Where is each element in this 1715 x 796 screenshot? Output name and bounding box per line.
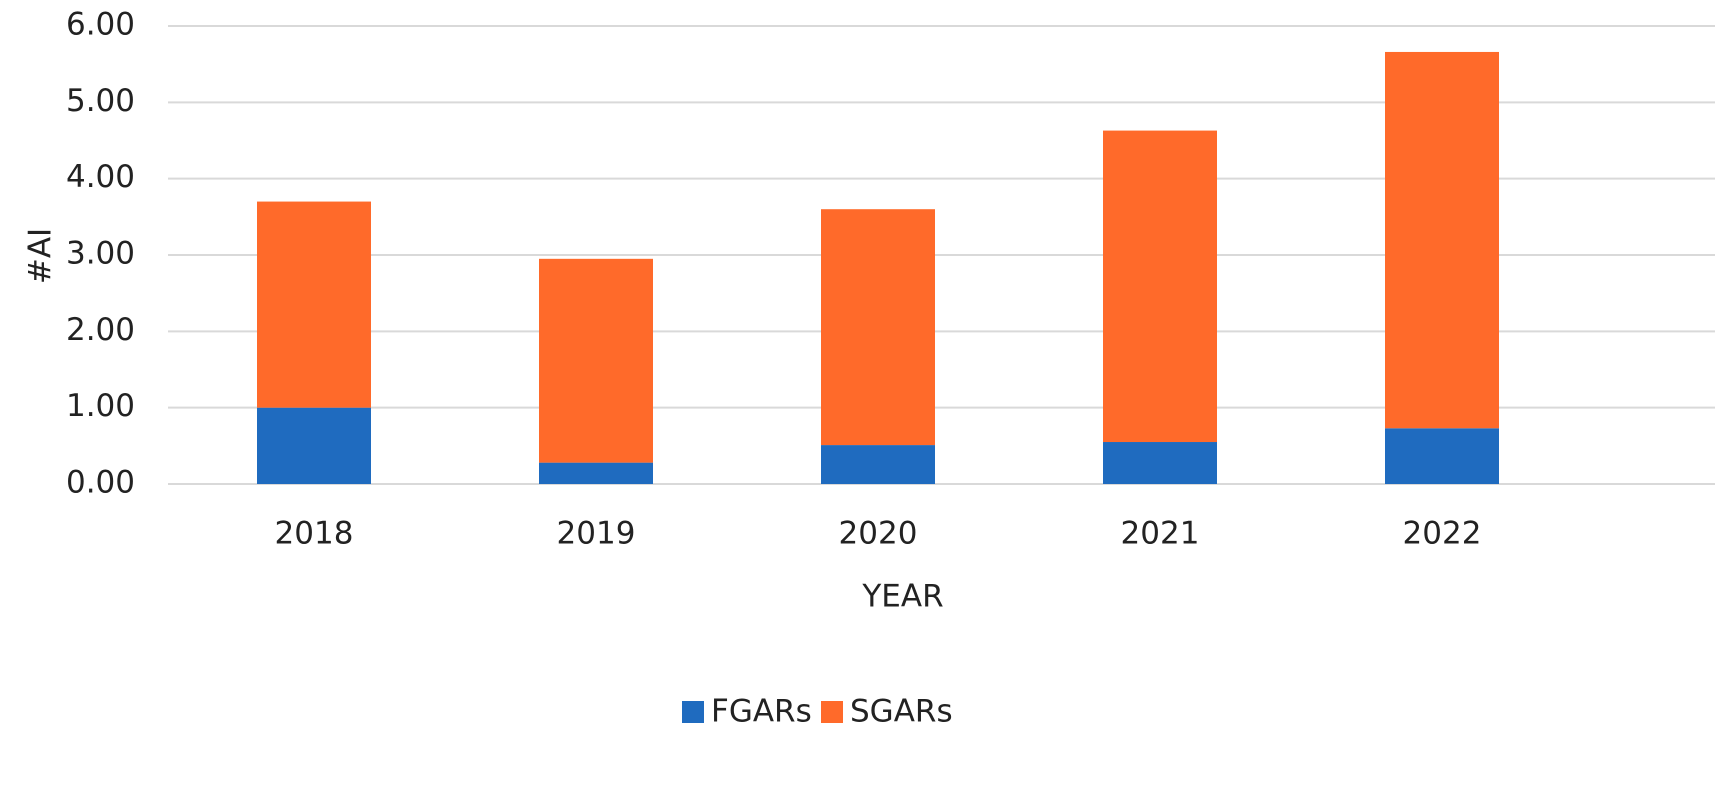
y-tick-label: 6.00 — [66, 7, 135, 43]
x-tick-label: 2020 — [839, 516, 918, 552]
y-tick-label: 5.00 — [66, 83, 135, 119]
legend-label: FGARs — [711, 694, 812, 730]
bar-segment — [1385, 428, 1499, 484]
y-axis-label: #AI — [23, 228, 59, 284]
x-tick-label: 2019 — [557, 516, 636, 552]
y-tick-label: 3.00 — [66, 236, 135, 272]
bar-segment — [257, 201, 371, 408]
legend-label: SGARs — [850, 694, 953, 730]
bar-segment — [539, 258, 653, 463]
y-tick-label: 4.00 — [66, 159, 135, 195]
bar-segment — [821, 445, 935, 484]
bar-segment — [1103, 130, 1217, 443]
y-tick-label: 2.00 — [66, 312, 135, 348]
y-tick-label: 1.00 — [66, 388, 135, 424]
bar-segment — [539, 462, 653, 484]
x-axis-label: YEAR — [861, 579, 943, 615]
y-tick-label: 0.00 — [66, 465, 135, 501]
x-tick-label: 2021 — [1121, 516, 1200, 552]
bar-segment — [1103, 442, 1217, 484]
bar-segment — [257, 407, 371, 484]
bar-segment — [821, 209, 935, 446]
legend-swatch — [821, 701, 843, 723]
x-tick-label: 2018 — [275, 516, 354, 552]
x-tick-label: 2022 — [1403, 516, 1482, 552]
bar-segment — [1385, 51, 1499, 429]
legend-swatch — [682, 701, 704, 723]
